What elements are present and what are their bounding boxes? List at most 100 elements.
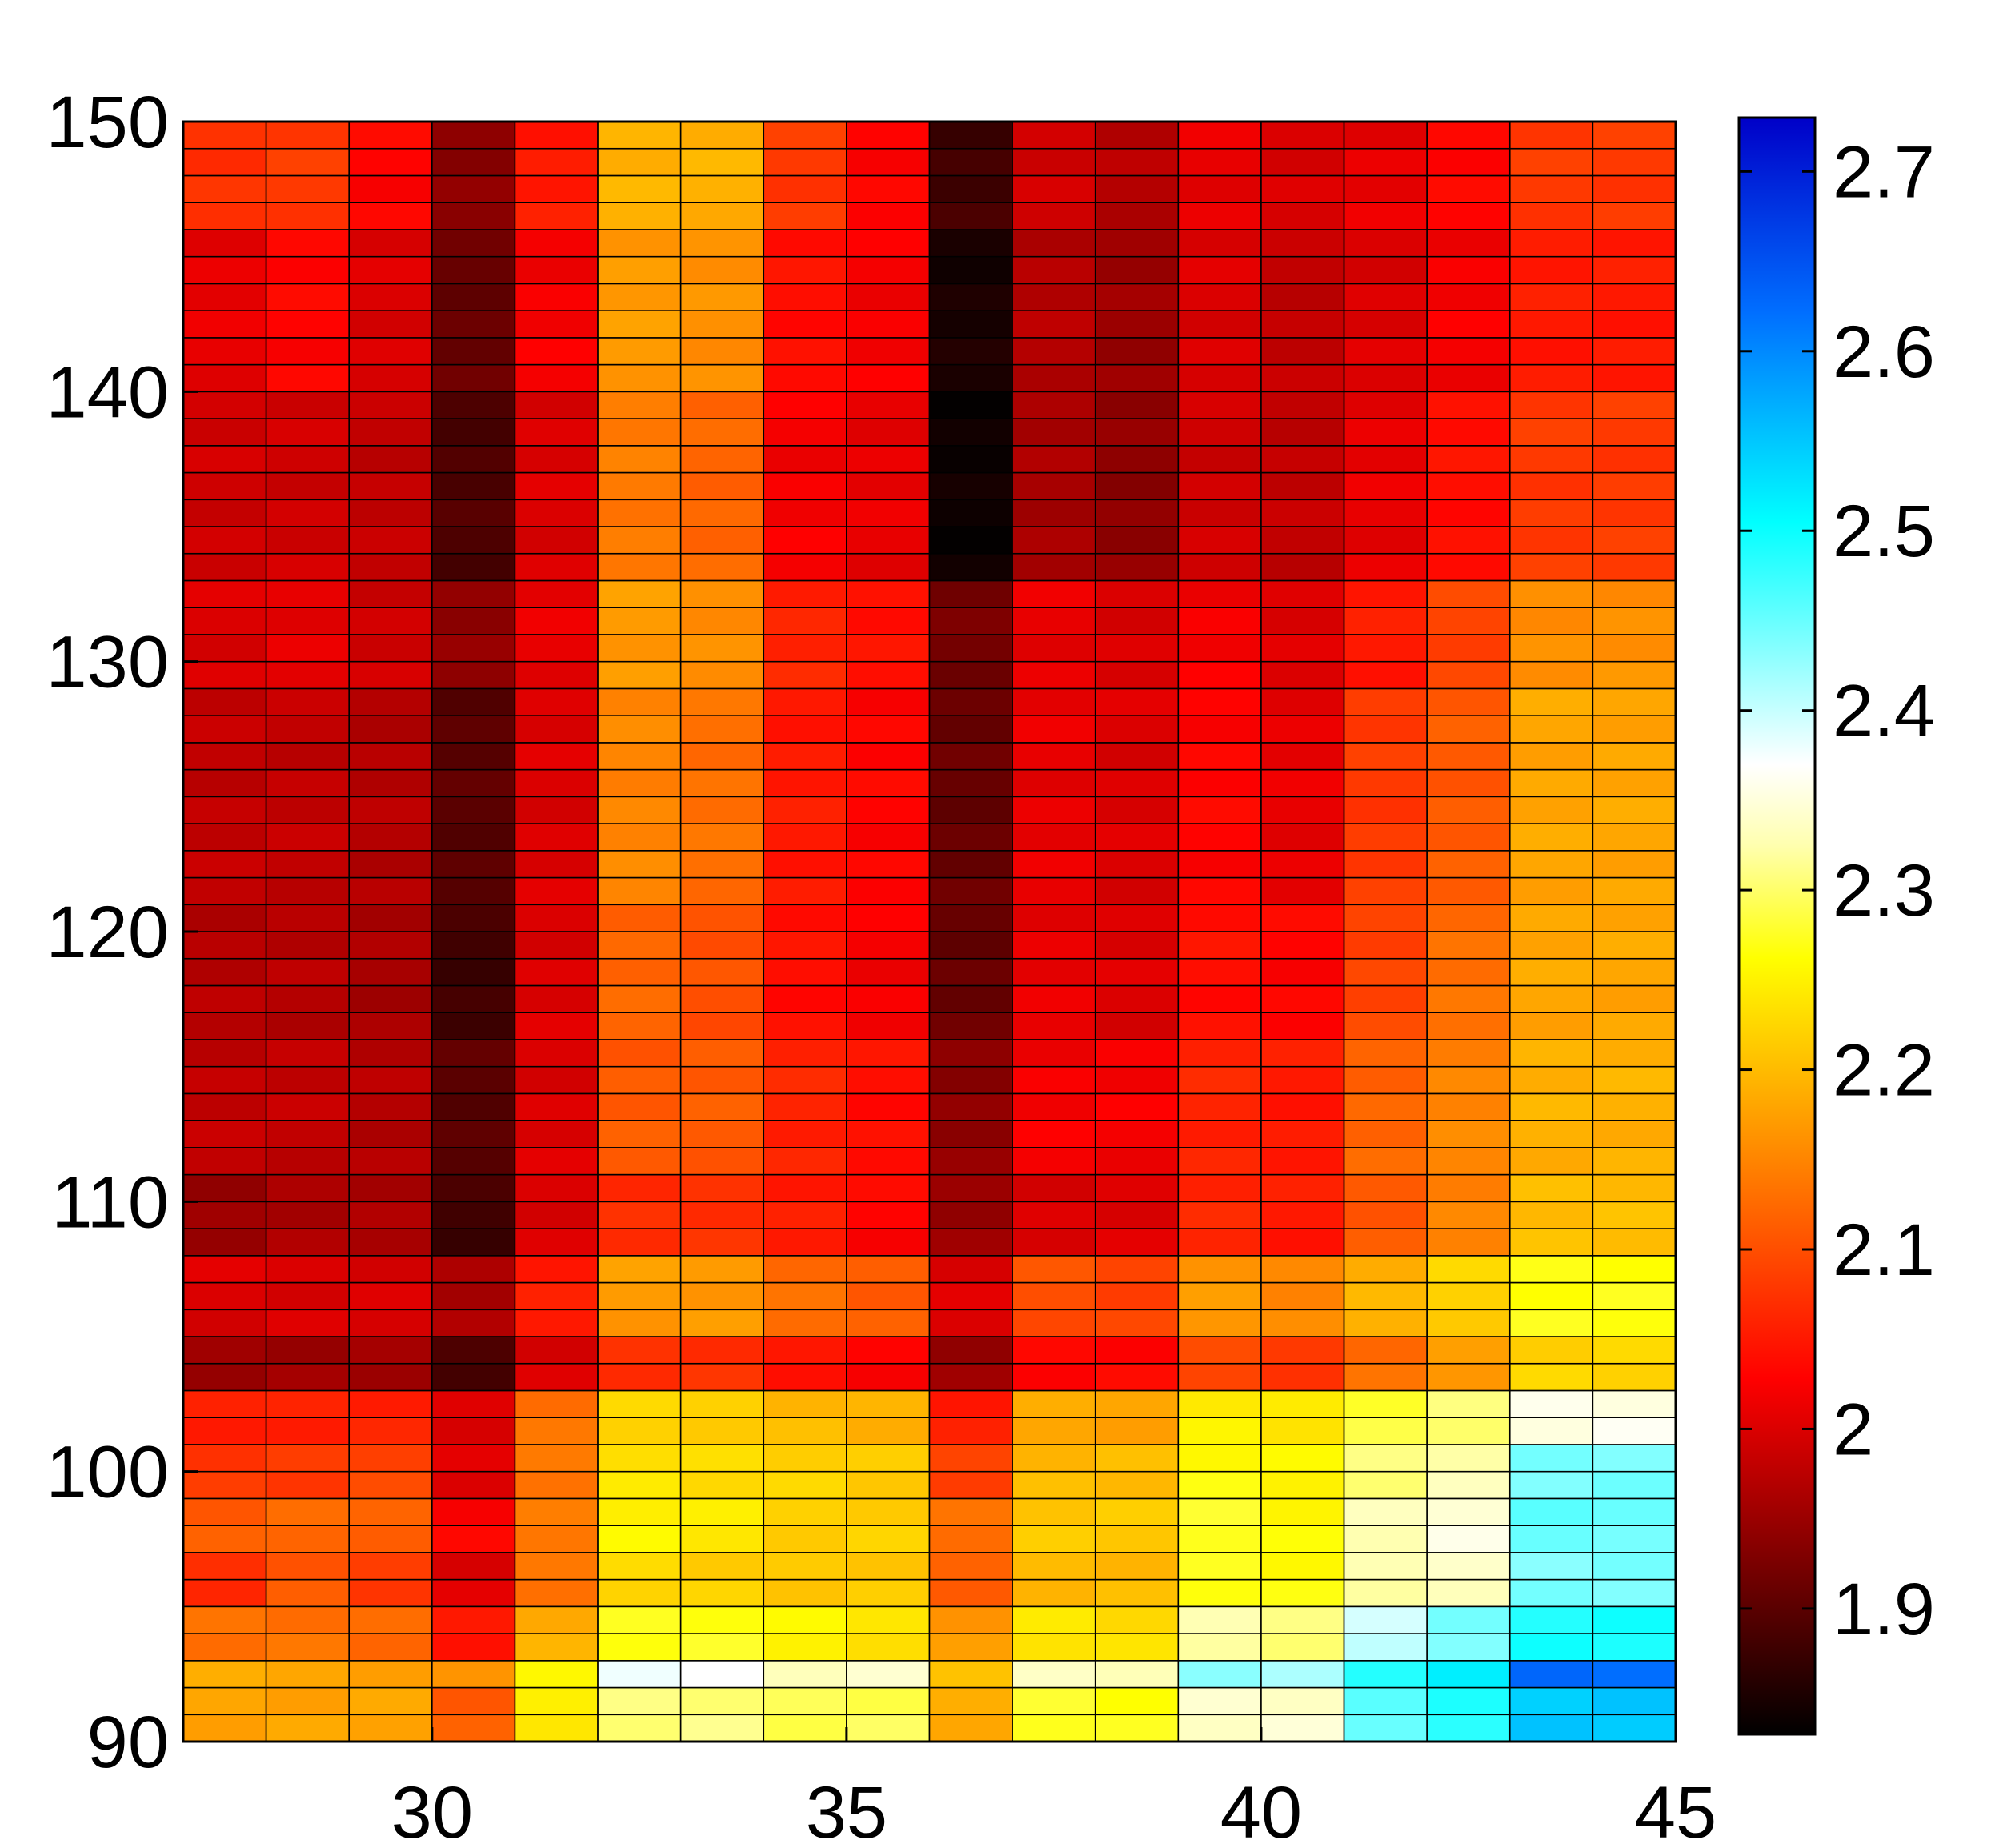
heatmap-cell	[431, 768, 516, 798]
heatmap-cell	[1177, 1633, 1262, 1662]
x-tick-label: 35	[806, 1772, 887, 1848]
heatmap-cell	[1508, 1417, 1594, 1445]
heatmap-cell	[1592, 876, 1677, 906]
heatmap-cell	[431, 1714, 516, 1742]
heatmap-cell	[1094, 1039, 1180, 1068]
heatmap-cell	[182, 1444, 267, 1473]
heatmap-cell	[1343, 796, 1428, 824]
heatmap-cell	[265, 1389, 351, 1419]
heatmap-cell	[1012, 1552, 1096, 1581]
heatmap-cell	[1260, 552, 1345, 582]
heatmap-cell	[1426, 1444, 1511, 1473]
heatmap-cell	[679, 391, 765, 419]
colorbar-tick-label: 2.1	[1833, 1209, 1935, 1291]
heatmap-cell	[763, 850, 847, 879]
heatmap-cell	[1094, 876, 1180, 906]
heatmap-cell	[846, 904, 931, 932]
heatmap-cell	[846, 931, 931, 960]
heatmap-cell	[348, 552, 433, 582]
heatmap-cell	[846, 823, 931, 852]
heatmap-cell	[1094, 607, 1180, 635]
heatmap-cell	[1508, 1686, 1594, 1716]
heatmap-cell	[1177, 1605, 1262, 1634]
heatmap-cell	[514, 1686, 599, 1716]
heatmap-cell	[1012, 1147, 1096, 1176]
heatmap-cell	[1260, 634, 1345, 663]
heatmap-cell	[348, 283, 433, 311]
heatmap-cell	[1012, 1309, 1096, 1337]
heatmap-cell	[597, 1255, 682, 1284]
heatmap-cell	[265, 1092, 351, 1121]
heatmap-cell	[1508, 337, 1594, 366]
heatmap-cell	[846, 607, 931, 635]
heatmap-cell	[431, 1147, 516, 1176]
heatmap-cell	[679, 1714, 765, 1742]
heatmap-cell	[597, 634, 682, 663]
heatmap-cell	[1592, 391, 1677, 419]
heatmap-cell	[431, 1660, 516, 1689]
heatmap-cell	[1508, 1470, 1594, 1500]
heatmap-cell	[1508, 904, 1594, 932]
heatmap-cell	[679, 1605, 765, 1634]
heatmap-cell	[1012, 1362, 1096, 1392]
heatmap-cell	[1592, 850, 1677, 879]
heatmap-cell	[1012, 1039, 1096, 1068]
heatmap-cell	[846, 1255, 931, 1284]
heatmap-cell	[348, 337, 433, 366]
heatmap-cell	[431, 255, 516, 285]
heatmap-cell	[182, 1578, 267, 1608]
heatmap-cell	[431, 418, 516, 447]
heatmap-cell	[1426, 1525, 1511, 1553]
heatmap-cell	[431, 876, 516, 906]
heatmap-cell	[1426, 147, 1511, 177]
heatmap-cell	[597, 1552, 682, 1581]
heatmap-cell	[763, 904, 847, 932]
heatmap-cell	[1094, 147, 1180, 177]
heatmap-cell	[1592, 1578, 1677, 1608]
heatmap-cell	[1592, 1470, 1677, 1500]
heatmap-cell	[679, 1201, 765, 1229]
heatmap-cell	[1426, 850, 1511, 879]
heatmap-cell	[1343, 174, 1428, 203]
heatmap-cell	[1592, 363, 1677, 393]
heatmap-cell	[1177, 1660, 1262, 1689]
heatmap-cell	[1508, 1389, 1594, 1419]
heatmap-cell	[348, 607, 433, 635]
heatmap-cell	[1260, 147, 1345, 177]
heatmap-cell	[514, 1309, 599, 1337]
heatmap-cell	[928, 283, 1013, 311]
heatmap-cell	[1592, 1147, 1677, 1176]
heatmap-cell	[1094, 904, 1180, 932]
heatmap-cell	[1094, 850, 1180, 879]
heatmap-cell	[679, 363, 765, 393]
heatmap-cell	[348, 1147, 433, 1176]
heatmap-cell	[514, 904, 599, 932]
heatmap-cell	[1260, 1092, 1345, 1121]
heatmap-cell	[597, 931, 682, 960]
heatmap-cell	[182, 1497, 267, 1526]
heatmap-cell	[679, 283, 765, 311]
heatmap-cell	[1343, 1605, 1428, 1634]
heatmap-cell	[1343, 579, 1428, 609]
heatmap-cell	[928, 1660, 1013, 1689]
heatmap-cell	[265, 1201, 351, 1229]
heatmap-cell	[597, 1309, 682, 1337]
heatmap-cell	[514, 768, 599, 798]
heatmap-cell	[597, 1228, 682, 1257]
heatmap-cell	[1260, 229, 1345, 258]
heatmap-cell	[514, 660, 599, 690]
heatmap-cell	[182, 1389, 267, 1419]
heatmap-cell	[182, 715, 267, 744]
heatmap-cell	[348, 742, 433, 771]
heatmap-cell	[348, 1578, 433, 1608]
heatmap-cell	[679, 471, 765, 501]
heatmap-cell	[1592, 174, 1677, 203]
heatmap-cell	[679, 579, 765, 609]
heatmap-cell	[1426, 310, 1511, 339]
heatmap-cell	[1343, 876, 1428, 906]
heatmap-cell	[514, 850, 599, 879]
heatmap-cell	[928, 1336, 1013, 1365]
heatmap-cell	[1012, 904, 1096, 932]
heatmap-cell	[431, 742, 516, 771]
heatmap-cell	[1343, 1660, 1428, 1689]
